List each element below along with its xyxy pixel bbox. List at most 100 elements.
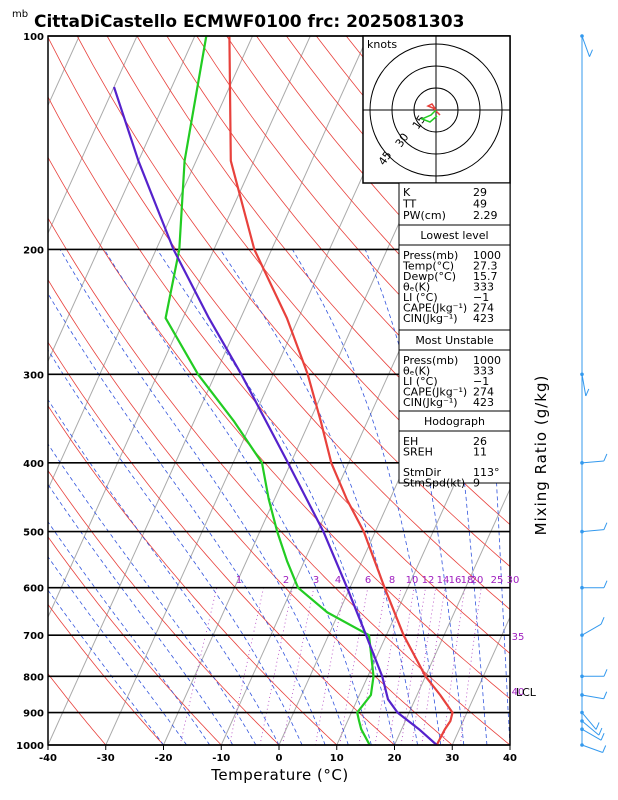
moist-adiabat: [219, 249, 418, 745]
index-value: 49: [473, 198, 487, 211]
wind-barb: [580, 34, 593, 57]
isotherm: [48, 36, 369, 745]
isotherm: [0, 36, 22, 745]
x-tick-label: 0: [276, 753, 283, 764]
parcel-profile: [112, 86, 438, 745]
isotherm: [48, 36, 253, 491]
x-tick-label: 30: [445, 753, 459, 764]
index-label: Press(mb): [403, 249, 458, 262]
index-label: Dewp(°C): [403, 270, 456, 283]
mixing-ratio-label: 12: [422, 575, 435, 586]
dewpoint-profile: [164, 36, 375, 745]
index-section-title: Lowest level: [420, 229, 488, 242]
index-label: LI (°C): [403, 375, 438, 388]
mixing-ratio-label: 40: [512, 687, 525, 698]
index-value: 423: [473, 312, 494, 325]
mixing-ratio-axis-label: Mixing Ratio (g/kg): [532, 375, 550, 536]
temperature-profile: [228, 36, 454, 745]
index-label: θₑ(K): [403, 281, 430, 294]
dry-adiabat: [76, 36, 510, 568]
pressure-tick-label: 100: [23, 32, 44, 43]
dry-adiabat: [166, 36, 510, 445]
dry-adiabat: [48, 36, 510, 611]
index-section-title: Hodograph: [424, 415, 485, 428]
moist-adiabat: [48, 349, 303, 745]
index-value: −1: [473, 291, 489, 304]
dry-adiabat: [48, 469, 280, 745]
index-label: SREH: [403, 446, 433, 459]
wind-barb: [580, 580, 608, 590]
index-label: K: [403, 186, 411, 199]
x-tick-label: 10: [330, 753, 344, 764]
index-value: 11: [473, 446, 487, 459]
index-label: EH: [403, 435, 418, 448]
wind-barb: [580, 669, 608, 679]
moist-adiabat: [48, 398, 280, 745]
isotherm: [394, 487, 510, 745]
index-value: 274: [473, 302, 494, 315]
mixing-ratio-label: 1: [236, 575, 242, 586]
isotherm: [48, 36, 138, 235]
dry-adiabat: [136, 36, 510, 485]
mixing-ratio-label: 14: [437, 575, 450, 586]
index-value: 15.7: [473, 270, 498, 283]
mixing-ratio-line: [259, 587, 293, 745]
index-value: 27.3: [473, 260, 498, 273]
index-label: Press(mb): [403, 354, 458, 367]
mixing-ratio-label: 6: [365, 575, 371, 586]
x-tick-label: 40: [503, 753, 517, 764]
wind-barb: [580, 372, 590, 397]
dry-adiabat: [48, 536, 222, 745]
index-value: 423: [473, 396, 494, 409]
mixing-ratio-line: [229, 587, 264, 745]
dry-adiabat: [48, 603, 164, 745]
mixing-ratio-line: [411, 587, 437, 745]
pressure-tick-label: 1000: [16, 741, 44, 752]
moist-adiabat: [364, 249, 465, 745]
pressure-tick-label: 500: [23, 528, 44, 539]
pressure-tick-label: 200: [23, 245, 44, 256]
isotherm: [509, 743, 510, 745]
pressure-tick-label: 700: [23, 631, 44, 642]
x-axis-label: Temperature (°C): [210, 766, 348, 784]
wind-barb: [580, 691, 608, 700]
x-tick-label: 20: [388, 753, 402, 764]
wind-barb: [580, 727, 605, 741]
moist-adiabat: [48, 483, 234, 745]
mixing-ratio-label: 20: [471, 575, 484, 586]
index-label: CAPE(Jkg⁻¹): [403, 386, 467, 399]
wind-barb: [580, 453, 608, 465]
index-section-title: Most Unstable: [415, 334, 494, 347]
wind-barb: [580, 522, 608, 534]
index-value: 1000: [473, 354, 501, 367]
indices-panel: K 29 TT 49 PW(cm) 2.29 Lowest level Press(mb) 10…: [398, 182, 511, 490]
pressure-tick-label: 600: [23, 584, 44, 595]
index-label: StmDir: [403, 466, 442, 479]
mixing-ratio-label: 16: [449, 575, 462, 586]
index-value: 333: [473, 365, 494, 378]
x-tick-label: -10: [212, 753, 230, 764]
moist-adiabat: [48, 292, 326, 745]
index-value: 113°: [473, 466, 500, 479]
isotherm: [568, 36, 618, 745]
index-label: θₑ(K): [403, 365, 430, 378]
x-tick-label: -30: [97, 753, 115, 764]
wind-barb: [580, 743, 607, 753]
index-label: CIN(Jkg⁻¹): [403, 396, 458, 409]
index-label: PW(cm): [403, 209, 446, 222]
dry-adiabat: [106, 36, 510, 526]
mixing-ratio-line: [460, 587, 482, 745]
pressure-tick-label: 800: [23, 672, 44, 683]
index-value: −1: [473, 375, 489, 388]
mixing-ratio-line: [339, 587, 369, 745]
isotherm: [451, 615, 510, 745]
mixing-ratio-label: 4: [335, 575, 341, 586]
index-label: TT: [402, 198, 417, 211]
mixing-ratio-label: 3: [313, 575, 319, 586]
wind-barb: [580, 710, 600, 730]
mixing-ratio-label: 18: [461, 575, 474, 586]
index-value: 26: [473, 435, 487, 448]
hodograph-units: knots: [367, 38, 397, 51]
index-label: Temp(°C): [402, 260, 454, 273]
lcl-label: LCL: [516, 686, 537, 699]
